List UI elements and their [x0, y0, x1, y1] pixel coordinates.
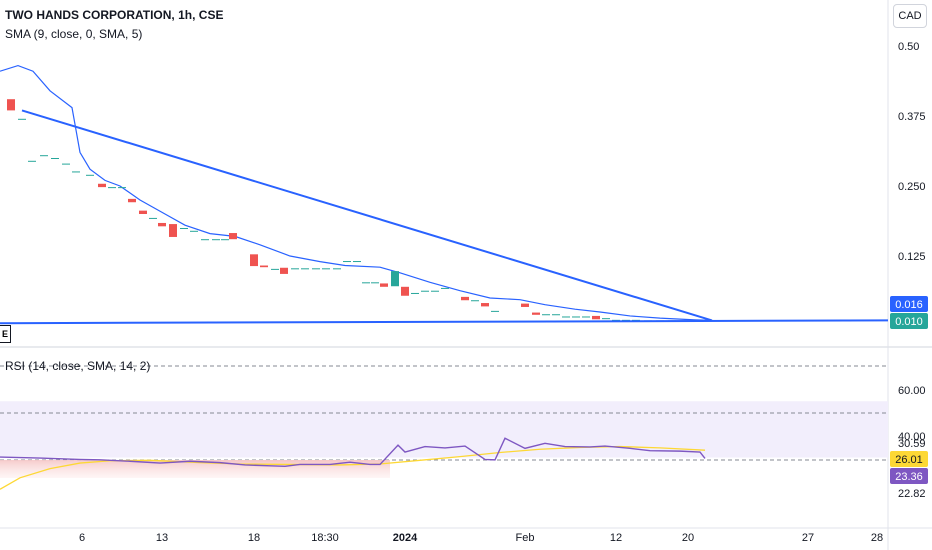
y-tick-label: 0.50	[898, 41, 919, 53]
candle	[51, 158, 59, 159]
rsi-y-tick-label: 30.59	[898, 438, 926, 450]
candle	[158, 222, 166, 227]
candle	[149, 217, 157, 219]
candle	[260, 265, 268, 268]
x-tick-label: 2024	[393, 532, 418, 544]
candle	[280, 267, 288, 274]
x-tick-label: 18	[248, 532, 260, 544]
x-tick-label: 12	[610, 532, 622, 544]
price-label-text: 0.016	[895, 299, 923, 311]
candle	[18, 118, 26, 120]
rsi-line	[0, 437, 706, 468]
price-label-badge	[890, 313, 928, 329]
candle	[461, 296, 469, 301]
candle	[552, 314, 560, 316]
candle	[229, 233, 237, 240]
x-tick-label: 27	[802, 532, 814, 544]
y-tick-label: 0.375	[898, 111, 926, 123]
candle	[401, 286, 409, 296]
candle	[491, 310, 499, 312]
chart-title: TWO HANDS CORPORATION, 1h, CSE	[5, 8, 224, 22]
x-tick-label: 28	[871, 532, 883, 544]
sma-indicator-label[interactable]: SMA (9, close, 0, SMA, 5)	[5, 27, 143, 41]
candle	[380, 283, 388, 287]
scale-marker[interactable]: E	[0, 325, 11, 343]
candle	[212, 239, 220, 241]
candle	[343, 261, 351, 263]
candle	[180, 228, 188, 229]
candle	[250, 254, 258, 267]
candle	[28, 160, 36, 162]
currency-button[interactable]: CAD	[893, 4, 927, 28]
candle	[333, 268, 341, 270]
candle	[62, 163, 70, 165]
rsi-value-badge	[890, 468, 928, 484]
candle	[291, 268, 299, 270]
candle	[562, 316, 570, 318]
trendline	[21, 109, 713, 322]
rsi-y-tick-label: 40.00	[898, 431, 926, 443]
candle	[521, 303, 529, 307]
candle	[353, 261, 361, 263]
x-tick-label: Feb	[516, 532, 535, 544]
candle	[431, 290, 439, 292]
candle	[362, 282, 370, 284]
rsi-y-tick-label: 22.82	[898, 488, 926, 500]
rsi-indicator-label[interactable]: RSI (14, close, SMA, 14, 2)	[5, 359, 151, 373]
candle	[411, 292, 419, 294]
candle	[190, 230, 198, 232]
candle	[86, 174, 94, 176]
candle	[572, 316, 580, 318]
candle	[201, 239, 209, 241]
x-tick-label: 20	[682, 532, 694, 544]
candle	[169, 224, 177, 237]
candle	[98, 183, 106, 188]
candle	[108, 187, 116, 189]
sma-line	[0, 64, 713, 321]
candle	[532, 312, 540, 315]
x-tick-label: 6	[79, 532, 85, 544]
rsi-y-tick-label: 60.00	[898, 385, 926, 397]
candle	[391, 271, 399, 287]
price-label-badge	[890, 296, 928, 312]
candle	[72, 171, 80, 173]
candle	[118, 187, 126, 189]
trendline	[0, 319, 889, 325]
x-tick-label: 13	[156, 532, 168, 544]
y-tick-label: 0.250	[898, 181, 926, 193]
candle	[139, 210, 147, 214]
candle	[301, 268, 309, 270]
rsi-value-text: 23.36	[895, 471, 923, 483]
candle	[421, 290, 429, 292]
candle	[322, 268, 330, 270]
rsi-value-text: 26.01	[895, 454, 923, 466]
candle	[312, 268, 320, 270]
candle	[582, 316, 590, 318]
candle	[7, 99, 15, 111]
candle	[542, 314, 550, 316]
candle	[441, 287, 449, 289]
y-tick-label: 0.125	[898, 251, 926, 263]
candle	[40, 155, 48, 157]
candle	[592, 315, 600, 320]
x-tick-label: 18:30	[311, 532, 339, 544]
candle	[128, 198, 136, 203]
rsi-value-badge	[890, 451, 928, 467]
rsi-band	[0, 401, 888, 458]
candle	[471, 300, 479, 302]
candle	[602, 318, 610, 320]
candle	[481, 303, 489, 307]
candle	[371, 282, 379, 284]
price-label-text: 0.010	[895, 316, 923, 328]
candle	[221, 239, 229, 241]
candle	[271, 268, 279, 270]
